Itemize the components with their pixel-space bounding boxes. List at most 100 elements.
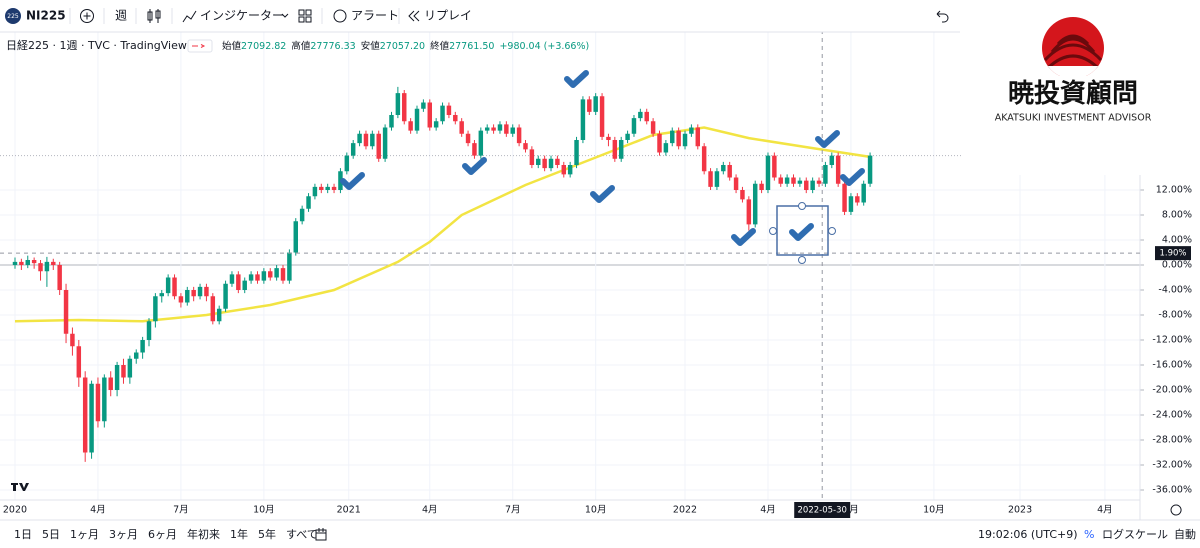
- check-mark[interactable]: [340, 172, 365, 190]
- candle-body: [835, 155, 841, 184]
- y-tick-label: -20.00%: [1152, 385, 1192, 396]
- replay[interactable]: リプレイ: [424, 9, 472, 23]
- candle-body: [772, 155, 777, 178]
- candle-body: [523, 143, 528, 150]
- candle-body: [740, 190, 745, 200]
- logo-sun: [1042, 17, 1104, 78]
- candle-body: [268, 271, 273, 278]
- x-tick-label: 4月: [760, 505, 776, 516]
- log-toggle[interactable]: ログスケール: [1102, 527, 1168, 541]
- candle-body: [453, 115, 458, 122]
- legend-toggle[interactable]: [187, 39, 213, 53]
- layout-icon[interactable]: [298, 9, 312, 23]
- x-tick-label: 10月: [585, 505, 607, 516]
- indicators[interactable]: インジケーター: [200, 9, 284, 23]
- goto-date-icon[interactable]: [315, 528, 327, 541]
- handle[interactable]: [798, 202, 806, 210]
- symbol-badge[interactable]: [5, 8, 21, 24]
- y-tick-label: -12.00%: [1152, 335, 1192, 346]
- candle-body: [287, 252, 292, 281]
- logo-english: AKATSUKI INVESTMENT ADVISOR: [995, 113, 1152, 124]
- chart-type-icon[interactable]: [147, 9, 161, 23]
- candle-body: [644, 111, 649, 122]
- candle-body: [618, 140, 624, 159]
- candle-body: [829, 155, 835, 165]
- x-tick-label: 2023: [1008, 505, 1032, 516]
- candle-body: [108, 377, 113, 390]
- candle-body: [146, 321, 152, 340]
- candle-body: [261, 271, 267, 281]
- check-mark[interactable]: [564, 70, 589, 88]
- auto-toggle[interactable]: 自動: [1174, 527, 1196, 541]
- range-button[interactable]: 5日: [42, 528, 60, 541]
- candle-body: [574, 140, 579, 165]
- candle-body: [89, 383, 94, 453]
- ohlc-change: +980.04 (+3.66%): [499, 41, 589, 52]
- range-button[interactable]: 6ヶ月: [148, 528, 177, 541]
- candle-body: [402, 93, 407, 122]
- dropdown-icon[interactable]: [281, 13, 289, 18]
- range-button[interactable]: 3ヶ月: [109, 528, 138, 541]
- range-button[interactable]: すべて: [286, 528, 318, 541]
- range-button[interactable]: 5年: [258, 527, 276, 541]
- interval[interactable]: 週: [115, 9, 127, 23]
- replay-icon[interactable]: [408, 10, 420, 22]
- candle-body: [440, 105, 445, 122]
- check-mark[interactable]: [789, 223, 814, 241]
- x-tick-label: 2020: [3, 505, 27, 516]
- undo-icon[interactable]: [936, 10, 949, 23]
- handle[interactable]: [769, 227, 777, 235]
- candle-body: [567, 165, 573, 175]
- alert-icon[interactable]: [333, 9, 347, 23]
- candle-body: [121, 365, 126, 378]
- candle-body: [172, 277, 177, 297]
- indicator-icon[interactable]: [182, 10, 197, 23]
- candle-body: [663, 143, 669, 153]
- range-button[interactable]: 年初来: [187, 527, 220, 541]
- compare-icon[interactable]: [80, 9, 94, 23]
- candle-body: [650, 121, 656, 134]
- range-button[interactable]: 1年: [230, 527, 248, 541]
- check-mark[interactable]: [731, 228, 756, 246]
- candle-body: [19, 261, 24, 265]
- candle-body: [465, 133, 471, 144]
- candle-body: [165, 277, 171, 294]
- ohlc-label: 始値: [222, 40, 242, 52]
- candle-body: [82, 377, 88, 453]
- check-mark[interactable]: [840, 168, 865, 186]
- candle-body: [816, 180, 822, 184]
- sun-wave: [1043, 34, 1103, 70]
- x-tick-label: 4月: [1097, 505, 1113, 516]
- ohlc-label: 終値: [430, 40, 450, 52]
- candle-body: [44, 261, 50, 272]
- handle[interactable]: [798, 256, 806, 264]
- range-button[interactable]: 1日: [14, 528, 32, 541]
- candle-body: [587, 99, 592, 112]
- symbol[interactable]: NI225: [26, 9, 66, 23]
- candle-body: [63, 290, 69, 334]
- candle-body: [701, 146, 707, 172]
- candle-body: [312, 186, 318, 197]
- candle-body: [102, 377, 107, 422]
- crosshair-x-box: [794, 502, 851, 518]
- handle[interactable]: [828, 227, 836, 235]
- candle-body: [70, 333, 75, 347]
- ohlc-row: 始値27092.82 高値27776.33 安値27057.20 終値27761.50…: [222, 40, 589, 52]
- candle-body: [593, 96, 598, 112]
- candle-body: [153, 296, 158, 322]
- check-mark[interactable]: [590, 185, 615, 203]
- check-mark[interactable]: [815, 130, 840, 148]
- range-button[interactable]: 1ヶ月: [70, 528, 99, 541]
- candle-body: [274, 268, 279, 278]
- candle-body: [689, 127, 694, 134]
- y-tick-label: -28.00%: [1152, 435, 1192, 446]
- candle-body: [529, 149, 535, 165]
- alert[interactable]: アラート: [351, 9, 399, 23]
- check-mark[interactable]: [462, 157, 487, 175]
- candle-body: [363, 133, 369, 147]
- candle-body: [727, 165, 732, 178]
- percent-toggle[interactable]: %: [1084, 528, 1094, 541]
- settings-icon[interactable]: [1170, 504, 1182, 516]
- candle-body: [370, 133, 375, 147]
